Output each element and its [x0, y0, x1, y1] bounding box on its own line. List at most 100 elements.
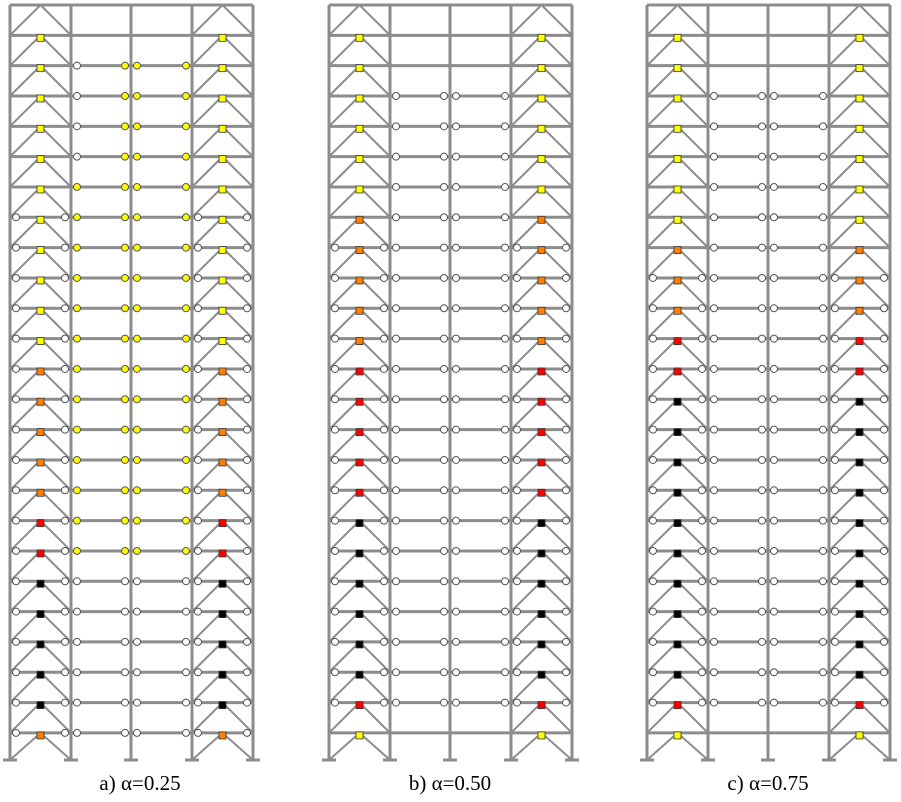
- hinge: [392, 395, 400, 404]
- brace-state: [36, 731, 45, 740]
- hinge: [73, 273, 81, 282]
- hinge: [194, 425, 202, 434]
- hinge: [73, 182, 81, 191]
- hinge: [649, 486, 657, 495]
- hinge: [380, 516, 388, 525]
- hinge: [452, 334, 460, 343]
- hinge: [710, 304, 718, 313]
- hinge: [182, 728, 190, 737]
- hinge: [831, 577, 839, 586]
- hinge: [649, 516, 657, 525]
- hinge: [194, 273, 202, 282]
- hinge: [182, 213, 190, 222]
- brace-state: [673, 367, 682, 376]
- hinge: [710, 91, 718, 100]
- hinge: [758, 182, 766, 191]
- hinge: [73, 577, 81, 586]
- hinge: [440, 395, 448, 404]
- hinge: [243, 516, 251, 525]
- hinge: [452, 122, 460, 131]
- hinge: [440, 637, 448, 646]
- brace-state: [855, 246, 864, 255]
- hinge: [392, 213, 400, 222]
- hinge: [392, 364, 400, 373]
- hinge: [513, 243, 521, 252]
- brace-state: [855, 488, 864, 497]
- hinge: [133, 304, 141, 313]
- hinge: [562, 486, 570, 495]
- hinge: [513, 486, 521, 495]
- brace-state: [673, 610, 682, 618]
- brace-state: [218, 94, 227, 103]
- hinge: [452, 546, 460, 555]
- hinge: [392, 546, 400, 555]
- hinge: [819, 304, 827, 313]
- brace-state: [855, 185, 864, 194]
- brace-state: [855, 337, 864, 346]
- hinge: [12, 273, 20, 282]
- hinge: [440, 91, 448, 100]
- hinge: [562, 577, 570, 586]
- hinge: [121, 334, 129, 343]
- hinge: [770, 668, 778, 677]
- hinge: [758, 486, 766, 495]
- hinge: [182, 637, 190, 646]
- brace-state: [218, 367, 227, 376]
- hinge: [513, 364, 521, 373]
- hinge: [562, 546, 570, 555]
- hinge: [243, 243, 251, 252]
- brace-state: [36, 397, 45, 406]
- hinge: [243, 455, 251, 464]
- hinge: [133, 516, 141, 525]
- brace-state: [537, 124, 546, 133]
- hinge: [12, 213, 20, 222]
- hinge: [12, 637, 20, 646]
- brace-state: [537, 397, 546, 406]
- brace-state: [537, 33, 546, 42]
- hinge: [243, 486, 251, 495]
- hinge: [880, 637, 888, 646]
- hinge: [194, 304, 202, 313]
- hinge: [12, 334, 20, 343]
- hinge: [770, 243, 778, 252]
- brace-state: [355, 337, 364, 346]
- hinge: [710, 486, 718, 495]
- hinge: [121, 486, 129, 495]
- hinge: [380, 395, 388, 404]
- hinge: [61, 273, 69, 282]
- brace-state: [537, 94, 546, 103]
- hinge: [819, 395, 827, 404]
- hinge: [331, 364, 339, 373]
- hinge: [331, 668, 339, 677]
- hinge: [182, 243, 190, 252]
- hinge: [758, 698, 766, 707]
- brace-state: [355, 579, 364, 588]
- brace-state: [218, 185, 227, 194]
- hinge: [392, 91, 400, 100]
- hinge: [501, 273, 509, 282]
- hinge: [12, 698, 20, 707]
- brace-state: [673, 33, 682, 42]
- hinge: [194, 486, 202, 495]
- hinge: [121, 728, 129, 737]
- hinge: [133, 152, 141, 161]
- hinge: [819, 455, 827, 464]
- hinge: [73, 425, 81, 434]
- brace-state: [537, 549, 546, 558]
- hinge: [562, 425, 570, 434]
- brace-state: [36, 367, 45, 376]
- brace-state: [355, 94, 364, 103]
- brace-state: [673, 276, 682, 285]
- hinge: [880, 304, 888, 313]
- hinge: [331, 577, 339, 586]
- hinge: [61, 304, 69, 313]
- hinge: [121, 455, 129, 464]
- hinge: [770, 455, 778, 464]
- hinge: [819, 152, 827, 161]
- hinge: [770, 364, 778, 373]
- hinge: [880, 273, 888, 282]
- hinge: [121, 637, 129, 646]
- hinge: [133, 364, 141, 373]
- hinge: [698, 577, 706, 586]
- hinge: [698, 395, 706, 404]
